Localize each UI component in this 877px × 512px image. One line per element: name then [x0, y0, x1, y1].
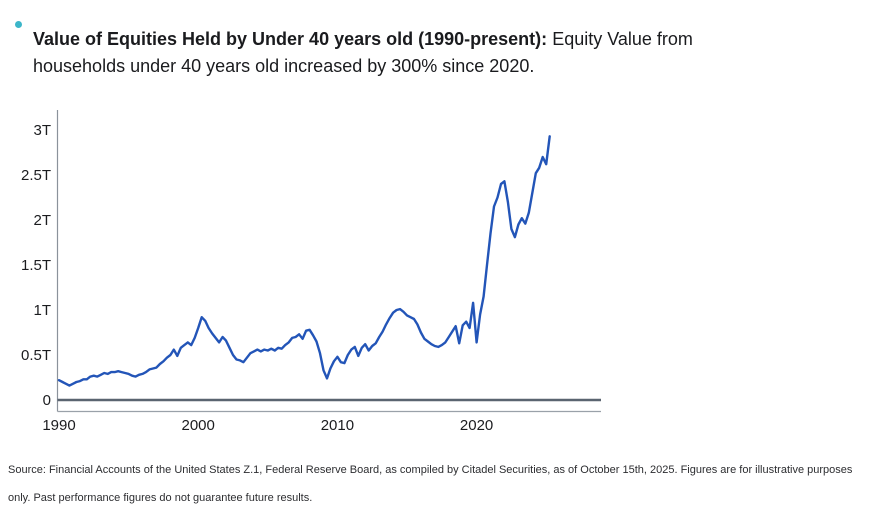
headline-title: Value of Equities Held by Under 40 years… — [33, 29, 548, 49]
y-tick-label: 2.5T — [21, 167, 51, 184]
headline-text: Value of Equities Held by Under 40 years… — [33, 26, 775, 80]
equity-value-series — [57, 135, 551, 387]
source-line-1: Source: Financial Accounts of the United… — [8, 464, 853, 476]
y-tick-label: 0 — [43, 392, 51, 409]
y-tick-label: 1.5T — [21, 257, 51, 274]
x-tick-label: 1990 — [42, 417, 75, 434]
source-line-2: only. Past performance figures do not gu… — [8, 492, 313, 504]
headline-bullet-icon — [15, 21, 22, 28]
x-tick-label: 2020 — [460, 417, 493, 434]
headline-description: Equity Value from households under 40 ye… — [33, 29, 693, 76]
source-note: Source: Financial Accounts of the United… — [8, 456, 872, 512]
y-tick-label: 2T — [33, 212, 51, 229]
y-tick-label: 0.5T — [21, 347, 51, 364]
y-tick-label: 1T — [33, 302, 51, 319]
x-tick-label: 2000 — [182, 417, 215, 434]
y-tick-label: 3T — [33, 122, 51, 139]
x-tick-label: 2010 — [321, 417, 354, 434]
